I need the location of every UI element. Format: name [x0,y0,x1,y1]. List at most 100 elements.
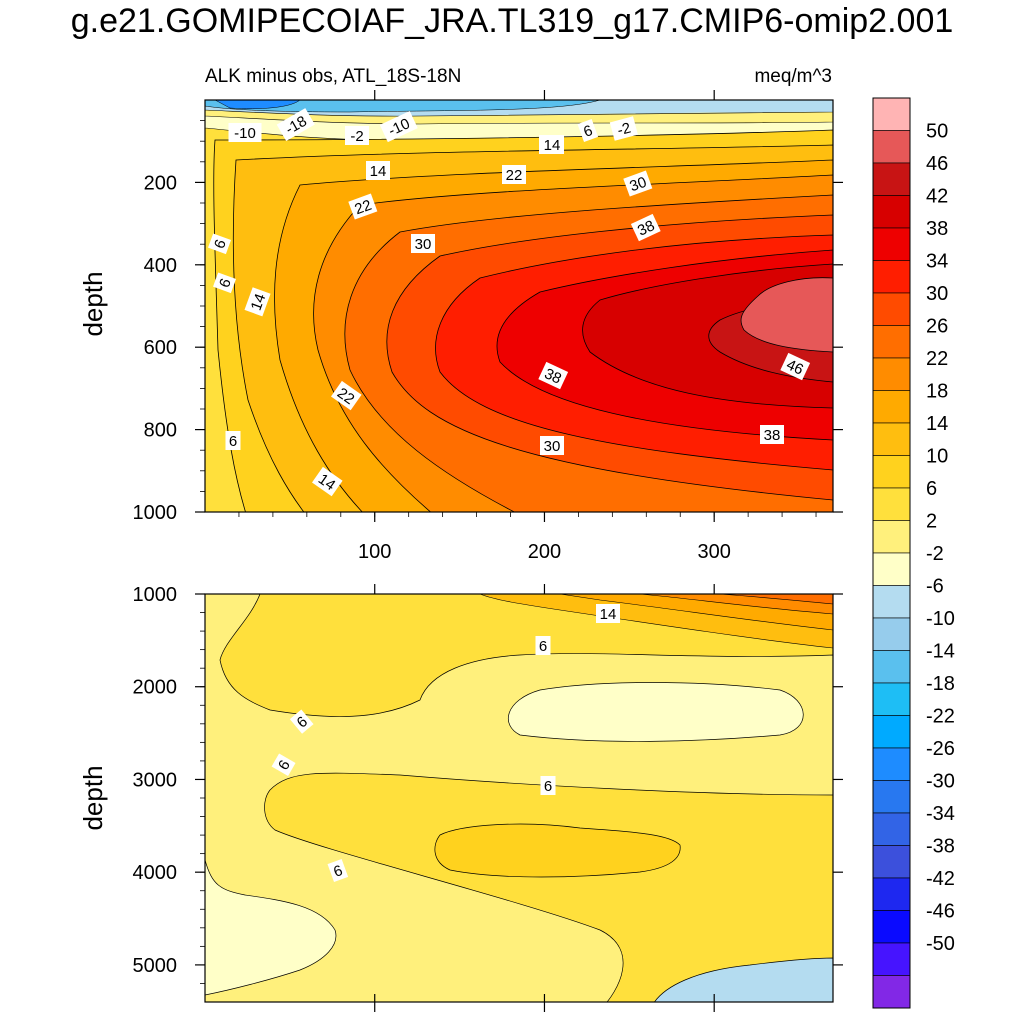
contour-label: 6 [213,272,237,294]
contour-label: 46 [780,352,811,381]
y-tick-label: 1000 [133,584,178,606]
contour-label: 6 [327,859,349,883]
contour-label-text: 30 [544,438,561,455]
colorbar-label: 18 [926,381,948,403]
colorbar-label: -14 [926,641,955,663]
panel-subtitle: ALK minus obs, ATL_18S-18N [205,66,461,87]
colorbar-swatch [872,227,911,261]
colorbar-swatch [872,422,911,456]
contour-label-box [312,466,343,497]
colorbar-label: 22 [926,348,948,370]
contour-label-box [540,776,556,795]
colorbar-swatch [872,812,911,846]
contour-label-box [276,108,315,142]
contour-label-box [411,234,435,253]
contour-label-text: 30 [415,236,432,253]
colorbar-label: 42 [926,186,948,208]
colorbar-swatch [872,910,911,944]
contour-label-box [379,110,418,143]
contour-label-text: -2 [350,128,363,145]
contour-label-box [630,213,661,242]
colorbar-label: -22 [926,706,955,728]
colorbar-swatch [872,715,911,749]
colorbar-swatch [872,97,911,131]
contour-label-box [596,604,620,623]
contour-label-text: 14 [370,163,387,180]
colorbar-label: -2 [926,543,944,565]
colorbar-swatch [872,682,911,716]
contour-band-neg2 [654,957,833,1002]
contour-label-box [780,352,811,381]
colorbar-swatch [872,975,911,1009]
contour-label: 30 [623,170,653,197]
colorbar-label: 2 [926,511,937,533]
colorbar-label: 26 [926,316,948,338]
contour-label-text: 38 [635,217,657,239]
units-label: meq/m^3 [754,66,832,87]
contour-labels: -10-18-2-10146-2142230142238306614384622… [208,108,811,883]
y-tick-label: 3000 [133,769,178,791]
colorbar-swatch [872,845,911,879]
colorbar-swatch [872,585,911,619]
contour-label: 6 [225,431,241,450]
colorbar-label: 10 [926,446,948,468]
upper-panel: 100 200 300 200 400 600 800 1000 [133,90,843,563]
colorbar-swatch [872,292,911,326]
contour-label-text: 46 [784,356,806,378]
colorbar-label: -50 [926,933,955,955]
colorbar-swatch [872,455,911,489]
colorbar-swatch [872,780,911,814]
contour-label-text: 22 [334,385,357,408]
contour-label-text: 14 [248,291,270,312]
colorbar-swatch [872,390,911,424]
upper-y-axis-label: depth [78,271,108,336]
colorbar-label: -26 [926,738,955,760]
contour-label-text: -2 [615,120,632,140]
colorbar-swatch [872,617,911,651]
contour-label-box [327,859,349,883]
colorbar-label: -30 [926,771,955,793]
contour-band-2-inner [507,682,804,742]
contour-label: 38 [630,213,661,242]
colorbar-label: -6 [926,576,944,598]
contour-label-box [228,123,262,142]
colorbar-swatch [872,325,911,359]
contour-label: 38 [538,361,569,390]
lower-y-axis-label: depth [78,765,108,830]
y-tick-label: 600 [144,337,177,359]
contour-label-box [538,361,569,390]
contour-label: 6 [208,233,232,255]
contour-label-text: 6 [539,638,547,655]
contour-label: 14 [596,604,620,623]
contour-label: 14 [312,466,343,497]
contour-band-2-deep [205,859,337,996]
lower-panel: 1000 2000 3000 4000 5000 [133,584,843,1012]
contour-label-box [577,119,599,143]
colorbar: 50 46 42 38 34 30 26 22 18 14 10 6 2 -2 -6 -10 -14 -18 -22… [872,97,955,1009]
contour-label-box [366,161,390,180]
colorbar-frame [872,97,911,1009]
colorbar-label: 50 [926,121,948,143]
colorbar-label: -46 [926,901,955,923]
y-tick-label: 400 [144,255,177,277]
contour-label: -10 [228,123,262,142]
colorbar-swatch [872,650,911,684]
main-title: g.e21.GOMIPECOIAF_JRA.TL319_g17.CMIP6-om… [70,2,954,40]
y-tick-label: 4000 [133,862,178,884]
colorbar-label: -34 [926,803,955,825]
contour-band-46 [740,277,833,353]
contour-label-text: 30 [627,174,648,196]
colorbar-swatch [872,260,911,294]
contour-label-box [535,636,551,655]
contour-label: 22 [502,165,526,184]
colorbar-swatch [872,942,911,976]
contour-label-text: 14 [544,137,561,154]
colorbar-label: 46 [926,153,948,175]
contour-label: -2 [345,126,369,145]
colorbar-swatch [872,520,911,554]
y-tick-label: 200 [144,172,177,194]
contour-label: 6 [577,119,599,143]
colorbar-swatch [872,552,911,586]
contour-label-box [225,431,241,450]
contour-label-text: 14 [315,471,338,494]
